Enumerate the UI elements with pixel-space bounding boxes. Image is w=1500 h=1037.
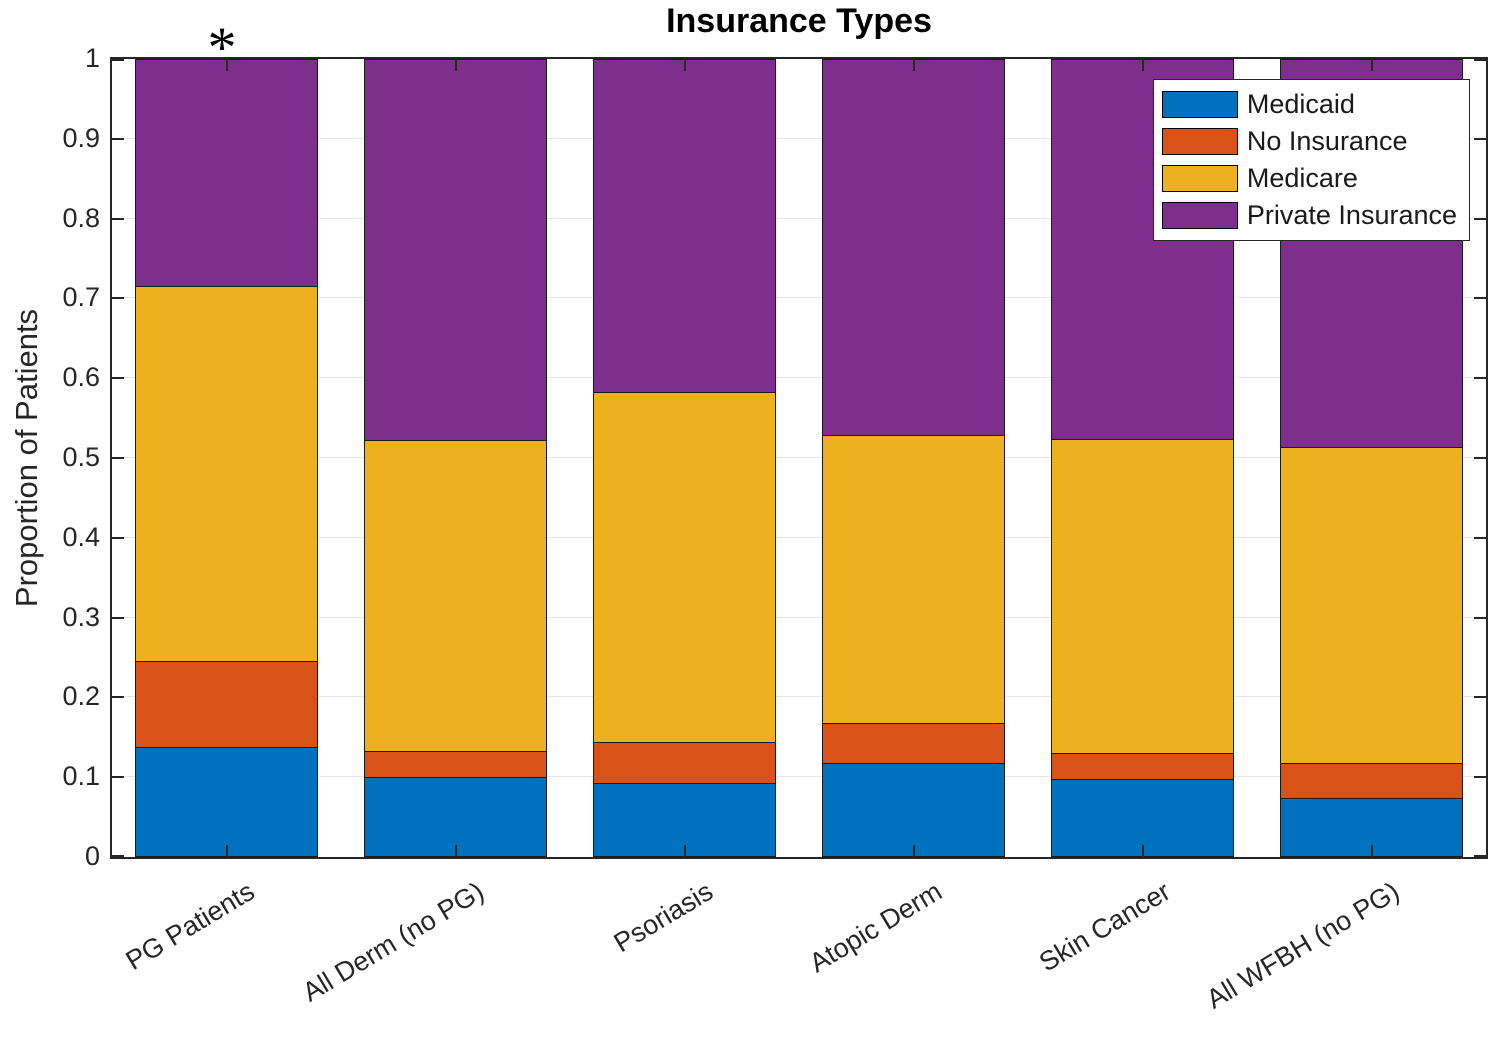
bar-segment-medicare-4 xyxy=(1050,438,1235,754)
x-tick xyxy=(683,59,686,71)
x-tick-label: All Derm (no PG) xyxy=(297,876,489,1008)
gridline xyxy=(112,217,1486,219)
y-tick-label: 0.7 xyxy=(62,282,100,313)
y-tick xyxy=(1474,297,1486,300)
bar-segment-medicaid-0 xyxy=(134,746,319,857)
x-tick xyxy=(1141,845,1144,857)
x-tick-label: Psoriasis xyxy=(608,876,718,959)
y-tick-label: 0 xyxy=(84,841,100,871)
gridline xyxy=(112,137,1486,139)
bar-segment-no-insurance-2 xyxy=(592,741,777,785)
y-tick xyxy=(1474,855,1486,857)
legend-swatch-private-insurance xyxy=(1161,202,1238,229)
y-tick xyxy=(1474,696,1486,699)
x-tick-label: PG Patients xyxy=(121,876,260,976)
x-tick xyxy=(1370,59,1373,71)
y-tick xyxy=(112,536,124,539)
legend-label: Private Insurance xyxy=(1246,200,1457,230)
y-tick xyxy=(1474,377,1486,380)
legend-swatch-medicaid xyxy=(1161,91,1238,118)
bar-segment-medicare-5 xyxy=(1279,446,1464,764)
y-tick-label: 0.5 xyxy=(62,442,100,472)
bar-segment-no-insurance-1 xyxy=(363,750,548,778)
y-tick xyxy=(1474,217,1486,220)
x-tick xyxy=(683,845,686,857)
y-tick-label: 0.1 xyxy=(62,761,100,792)
y-tick-label: 0.4 xyxy=(62,521,100,552)
y-tick-label: 0.3 xyxy=(62,601,100,632)
legend-row: Private Insurance xyxy=(1161,197,1457,234)
y-tick xyxy=(1474,457,1486,459)
bar-segment-no-insurance-3 xyxy=(821,722,1006,764)
y-tick-label: 1 xyxy=(84,43,100,73)
bar-segment-private-insurance-1 xyxy=(363,59,548,442)
x-tick-label: Atopic Derm xyxy=(804,876,947,979)
x-tick xyxy=(225,845,228,857)
x-tick-label: All WFBH (no PG) xyxy=(1201,876,1405,1015)
y-tick xyxy=(112,616,124,619)
y-tick xyxy=(112,59,124,61)
bar-segment-medicare-1 xyxy=(363,439,548,753)
legend-label: Medicaid xyxy=(1246,89,1355,119)
x-tick xyxy=(225,59,228,71)
bar-segment-private-insurance-0 xyxy=(134,59,319,288)
legend-row: No Insurance xyxy=(1161,123,1457,160)
y-tick-label: 0.8 xyxy=(62,202,100,233)
y-tick xyxy=(112,137,124,140)
chart-title: Insurance Types xyxy=(666,2,932,40)
y-tick xyxy=(1474,616,1486,619)
x-tick-label: Skin Cancer xyxy=(1034,876,1176,978)
bar-segment-private-insurance-2 xyxy=(592,59,777,394)
bar-segment-private-insurance-3 xyxy=(821,59,1006,437)
legend-row: Medicaid xyxy=(1161,86,1457,123)
legend-row: Medicare xyxy=(1161,160,1457,197)
y-tick xyxy=(1474,776,1486,779)
y-tick xyxy=(1474,536,1486,539)
bar-segment-medicare-0 xyxy=(134,285,319,663)
x-tick xyxy=(454,59,457,71)
plot-area: Medicaid No Insurance Medicare Private Insu… xyxy=(110,57,1488,859)
bar-segment-medicaid-3 xyxy=(821,762,1006,857)
y-tick xyxy=(112,776,124,779)
y-tick xyxy=(112,297,124,300)
gridline xyxy=(112,457,1486,458)
x-tick xyxy=(454,845,457,857)
bar-segment-medicare-3 xyxy=(821,434,1006,724)
legend-swatch-medicare xyxy=(1161,165,1238,192)
bar-segment-no-insurance-4 xyxy=(1050,752,1235,780)
gridline xyxy=(112,696,1486,698)
gridline xyxy=(112,377,1486,379)
y-tick xyxy=(112,377,124,380)
legend-label: No Insurance xyxy=(1246,126,1408,156)
gridline xyxy=(112,616,1486,618)
y-tick xyxy=(112,855,124,857)
y-tick-label: 0.2 xyxy=(62,681,100,712)
y-tick-label: 0.6 xyxy=(62,362,100,393)
gridline xyxy=(112,297,1486,299)
gridline xyxy=(112,776,1486,778)
y-tick xyxy=(112,217,124,220)
y-tick xyxy=(112,696,124,699)
legend-swatch-no-insurance xyxy=(1161,128,1238,155)
bar-segment-no-insurance-0 xyxy=(134,660,319,748)
y-tick xyxy=(112,457,124,459)
y-tick xyxy=(1474,59,1486,61)
bar-segment-medicare-2 xyxy=(592,391,777,743)
x-tick xyxy=(1141,59,1144,71)
x-tick xyxy=(912,845,915,857)
legend: Medicaid No Insurance Medicare Private Insu… xyxy=(1152,79,1470,241)
bar-segment-no-insurance-5 xyxy=(1279,762,1464,799)
gridline xyxy=(112,536,1486,538)
bar-segment-medicaid-1 xyxy=(363,776,548,857)
x-tick xyxy=(1370,845,1373,857)
y-tick xyxy=(1474,137,1486,140)
y-tick-label: 0.9 xyxy=(62,122,100,153)
legend-label: Medicare xyxy=(1246,163,1358,193)
x-tick xyxy=(912,59,915,71)
